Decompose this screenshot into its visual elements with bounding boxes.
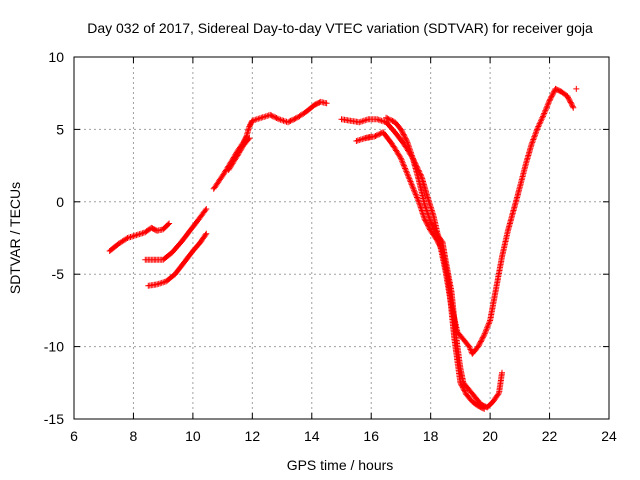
chart-title: Day 032 of 2017, Sidereal Day-to-day VTE… [87, 20, 593, 36]
y-axis-label: SDTVAR / TECUs [7, 182, 23, 294]
series-markers [106, 220, 173, 254]
x-tick-label: 8 [130, 428, 138, 444]
x-tick-label: 24 [601, 428, 617, 444]
y-tick-label: -5 [52, 266, 65, 282]
x-tick-label: 6 [70, 428, 78, 444]
series-track-late-a [338, 85, 577, 357]
series-track-late-d [353, 133, 375, 144]
data-series [106, 85, 580, 412]
series-markers [573, 85, 580, 92]
x-tick-label: 12 [245, 428, 261, 444]
series-markers [225, 135, 253, 173]
series-track-end [573, 85, 580, 92]
series-track-c-early [145, 230, 210, 289]
y-tick-label: 5 [56, 121, 64, 137]
y-tick-label: 10 [48, 49, 64, 65]
x-tick-label: 22 [542, 428, 558, 444]
x-tick-label: 14 [304, 428, 320, 444]
series-markers [353, 133, 375, 144]
series-markers [362, 129, 488, 412]
series-markers [145, 230, 210, 289]
series-track-a-early [106, 220, 173, 254]
x-axis-label: GPS time / hours [287, 457, 394, 473]
series-markers [142, 206, 210, 263]
y-tick-label: -15 [44, 411, 64, 427]
x-tick-label: 20 [482, 428, 498, 444]
series-track-late-c [362, 129, 488, 412]
x-tick-label: 18 [423, 428, 439, 444]
y-tick-label: 0 [56, 194, 64, 210]
series-markers [338, 85, 577, 357]
series-track-b-early [142, 206, 210, 263]
grid-lines [74, 57, 609, 419]
series-track-mid-under [225, 135, 253, 173]
y-tick-label: -10 [44, 339, 64, 355]
x-tick-label: 16 [363, 428, 379, 444]
x-tick-label: 10 [185, 428, 201, 444]
plot-frame [73, 56, 610, 420]
axis-ticks: 6 8 10 12 14 16 18 20 22 24 -15 -10 -5 0 5 10 [44, 49, 617, 444]
